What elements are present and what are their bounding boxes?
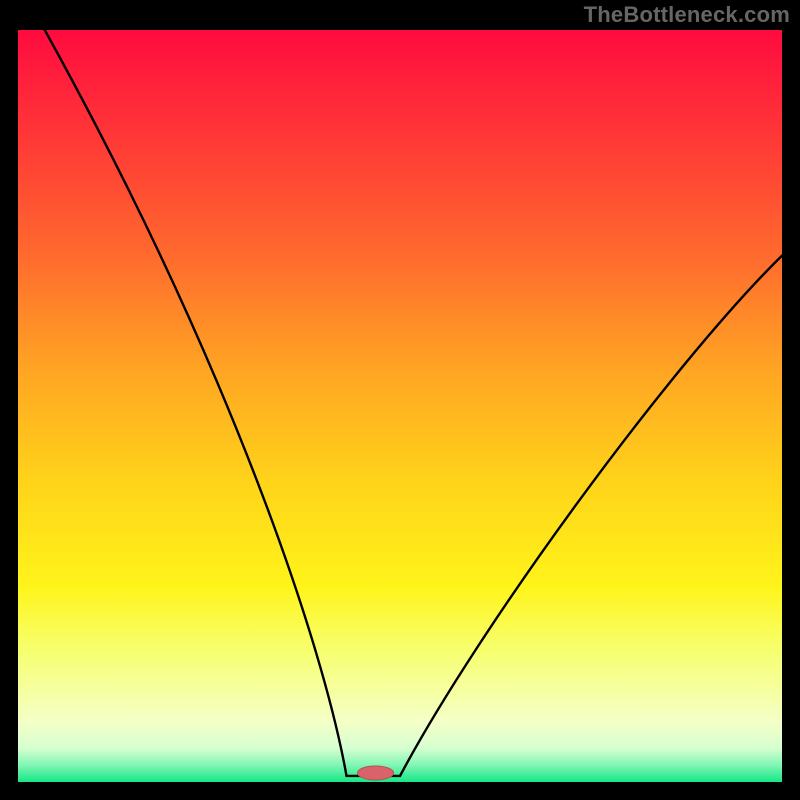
chart-container: TheBottleneck.com — [0, 0, 800, 800]
plot-background — [18, 30, 782, 782]
optimal-point-marker — [358, 766, 394, 780]
bottleneck-curve-chart — [0, 0, 800, 800]
watermark-text: TheBottleneck.com — [584, 2, 790, 28]
